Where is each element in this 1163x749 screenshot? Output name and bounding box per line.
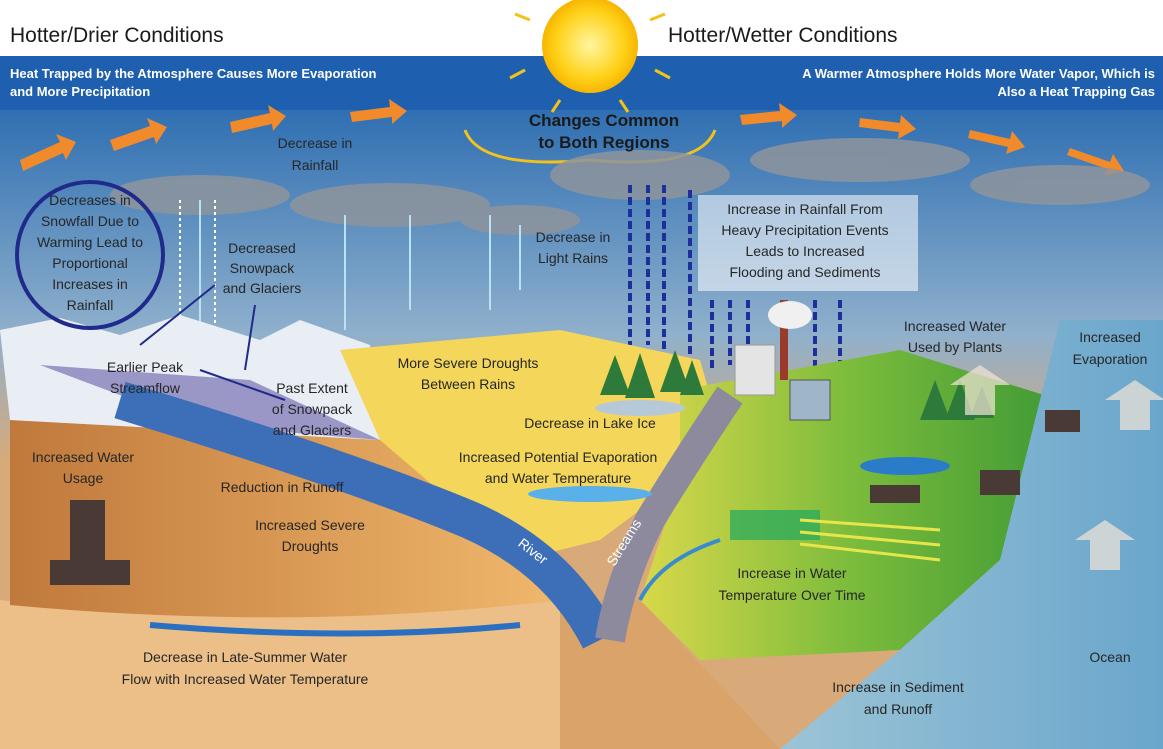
label-line: Increase in Rainfall From (727, 201, 883, 217)
label: Ocean (1089, 649, 1130, 665)
label-line: and Runoff (864, 701, 932, 717)
label-line: Snowfall Due to (41, 213, 139, 229)
dry-land (10, 420, 560, 618)
creek (638, 538, 721, 601)
pond (860, 457, 950, 475)
label-line: Past Extent (276, 380, 348, 396)
label-line: and Glaciers (273, 422, 352, 438)
evaporation-arrows (950, 365, 1163, 570)
label-line: Increased Water (904, 318, 1007, 334)
label-line: Increased Severe (255, 517, 365, 533)
label: Earlier Peak Streamflow (107, 359, 184, 396)
label-line: Decrease in Late-Summer Water (143, 649, 347, 665)
label-line: Proportional (52, 255, 128, 271)
label-line: Decreased (228, 240, 296, 256)
label-line: More Severe Droughts (398, 355, 539, 371)
green-land (640, 350, 1060, 660)
label-line: Decreases in (49, 192, 131, 208)
label-line: Reduction in Runoff (221, 479, 344, 495)
label-line: Decrease in Lake Ice (524, 415, 656, 431)
label-line: Increase in Water (737, 565, 847, 581)
label: Increased Severe Droughts (255, 517, 365, 554)
label: Decrease in Light Rains (536, 229, 611, 266)
warm-lake (528, 486, 652, 502)
label-line: Increased Potential Evaporation (459, 449, 657, 465)
title-line: Changes Common (529, 111, 679, 130)
cycle (15, 180, 165, 330)
label-line: Light Rains (538, 250, 608, 266)
label-line: Warming Lead to (37, 234, 143, 250)
label-line: Ocean (1089, 649, 1130, 665)
right-title: Hotter/Wetter Conditions (668, 24, 898, 47)
label-line: Temperature Over Time (718, 587, 865, 603)
label-line: Streamflow (110, 380, 181, 396)
banner-line: Heat Trapped by the Atmosphere Causes Mo… (10, 66, 377, 81)
label-line: Increases in (52, 276, 127, 292)
streams (595, 386, 743, 643)
label-line: Decrease in (278, 135, 353, 151)
light-rain (199, 200, 521, 340)
label: Increased Water Used by Plants (904, 318, 1007, 355)
lake (595, 400, 685, 416)
left-banner: Heat Trapped by the Atmosphere Causes Mo… (10, 66, 377, 99)
sun (509, 0, 671, 113)
label-line: Flooding and Sediments (730, 264, 881, 280)
center-title: Changes Common to Both Regions (529, 111, 679, 152)
label-line: Increased (1079, 329, 1140, 345)
label: Decrease in Lake Ice (524, 415, 656, 431)
label-line: Snowpack (230, 260, 296, 276)
label: Decreased Snowpack and Glaciers (223, 240, 302, 296)
label: Increase in Sediment and Runoff (832, 679, 964, 717)
label: Decrease in Late-Summer Water Flow with I… (122, 649, 369, 687)
river (114, 381, 617, 649)
label-line: Leads to Increased (745, 243, 864, 259)
label-line: Between Rains (421, 376, 515, 392)
label: Decreases in Snowfall Due to Warming Lead … (37, 192, 143, 313)
label-line: of Snowpack (272, 401, 353, 417)
snow (179, 200, 216, 330)
left-title: Hotter/Drier Conditions (10, 24, 224, 47)
label-box (698, 195, 918, 291)
label: Decrease in Rainfall (278, 135, 353, 173)
label-line: Decrease in (536, 229, 611, 245)
label-line: Used by Plants (908, 339, 1002, 355)
label: Increased Potential Evaporation and Water… (459, 449, 657, 486)
label: Increased Evaporation (1073, 329, 1148, 367)
label-line: Rainfall (292, 157, 339, 173)
label: Increase in Water Temperature Over Time (718, 565, 865, 603)
label-line: Usage (63, 470, 104, 486)
label: Past Extent of Snowpack and Glaciers (272, 380, 353, 438)
label-line: Heavy Precipitation Events (721, 222, 888, 238)
banner-line: and More Precipitation (10, 84, 150, 99)
label-line: Evaporation (1073, 351, 1148, 367)
label-line: and Glaciers (223, 280, 302, 296)
banner-line: Also a Heat Trapping Gas (998, 84, 1156, 99)
label-line: and Water Temperature (485, 470, 632, 486)
title-line: to Both Regions (538, 133, 669, 152)
factory (734, 300, 831, 421)
label-line: Rainfall (67, 297, 114, 313)
label: Increase in Rainfall From Heavy Precipita… (721, 201, 888, 280)
buildings (50, 410, 1080, 585)
label-line: Droughts (282, 538, 339, 554)
label: Increased Water Usage (32, 449, 135, 486)
pointers (139, 284, 286, 401)
clouds (110, 138, 1150, 235)
groundwater (149, 622, 521, 637)
irrigation (799, 518, 941, 562)
soil (0, 600, 640, 749)
right-banner: A Warmer Atmosphere Holds More Water Vap… (802, 66, 1155, 99)
label-line: Increase in Sediment (832, 679, 964, 695)
crops (730, 510, 820, 540)
label: More Severe Droughts Between Rains (398, 355, 539, 392)
label-line: Earlier Peak (107, 359, 184, 375)
label: Reduction in Runoff (221, 479, 344, 495)
label-line: Increased Water (32, 449, 135, 465)
label-line: Flow with Increased Water Temperature (122, 671, 369, 687)
banner-line: A Warmer Atmosphere Holds More Water Vap… (802, 66, 1155, 81)
